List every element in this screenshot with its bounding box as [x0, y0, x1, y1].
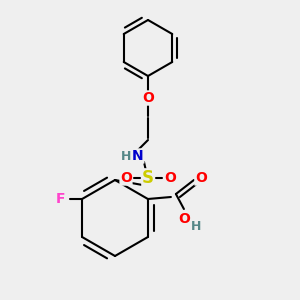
- Text: H: H: [191, 220, 201, 232]
- Text: O: O: [142, 91, 154, 105]
- Text: S: S: [142, 169, 154, 187]
- Text: H: H: [121, 149, 131, 163]
- Text: O: O: [164, 171, 176, 185]
- Text: F: F: [55, 192, 65, 206]
- Text: N: N: [132, 149, 144, 163]
- Text: O: O: [178, 212, 190, 226]
- Text: O: O: [120, 171, 132, 185]
- Text: O: O: [195, 171, 207, 185]
